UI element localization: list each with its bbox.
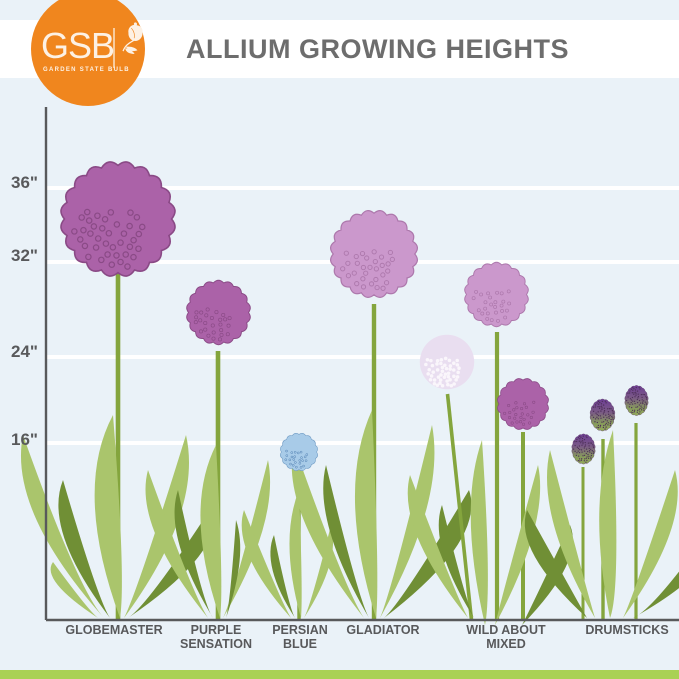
svg-text:36": 36"	[11, 173, 38, 192]
svg-text:BLUE: BLUE	[283, 637, 317, 651]
svg-text:SENSATION: SENSATION	[180, 637, 252, 651]
svg-text:WILD ABOUT: WILD ABOUT	[466, 623, 546, 637]
svg-text:MIXED: MIXED	[486, 637, 526, 651]
svg-text:PERSIAN: PERSIAN	[272, 623, 328, 637]
svg-text:32": 32"	[11, 246, 38, 265]
svg-text:16": 16"	[11, 430, 38, 449]
svg-text:GLOBEMASTER: GLOBEMASTER	[65, 623, 162, 637]
svg-text:GLADIATOR: GLADIATOR	[346, 623, 419, 637]
svg-text:GSB: GSB	[41, 25, 114, 66]
svg-text:PURPLE: PURPLE	[191, 623, 242, 637]
svg-text:24": 24"	[11, 342, 38, 361]
svg-text:GARDEN STATE BULB: GARDEN STATE BULB	[43, 67, 130, 73]
svg-text:DRUMSTICKS: DRUMSTICKS	[585, 623, 668, 637]
svg-text:ALLIUM GROWING HEIGHTS: ALLIUM GROWING HEIGHTS	[186, 34, 569, 64]
